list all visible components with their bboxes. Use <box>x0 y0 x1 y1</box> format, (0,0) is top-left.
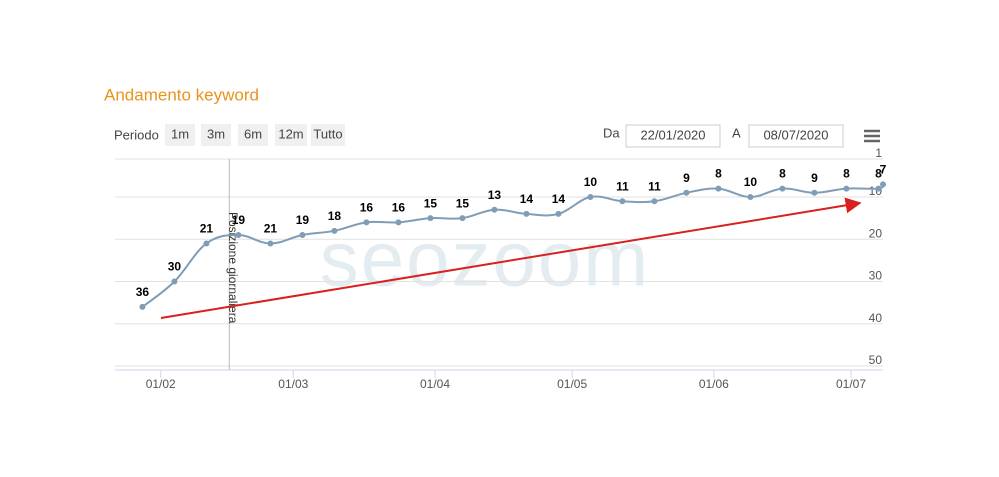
data-label: 21 <box>264 222 278 236</box>
point <box>683 189 690 196</box>
watermark: seozoom <box>320 215 651 303</box>
data-label: 13 <box>488 188 502 202</box>
point <box>715 185 722 192</box>
point <box>491 206 498 213</box>
data-label: 8 <box>779 167 786 181</box>
data-label: 8 <box>843 167 850 181</box>
y-tick-label: 50 <box>869 353 883 367</box>
y-tick-label: 30 <box>869 269 883 283</box>
y-tick-label: 20 <box>869 226 883 240</box>
data-label: 9 <box>683 171 690 185</box>
data-label: 36 <box>136 285 150 299</box>
from-input[interactable] <box>625 124 721 148</box>
data-label: 21 <box>200 222 214 236</box>
to-date: 08/07/2020 <box>763 127 828 142</box>
period-button[interactable] <box>275 124 307 146</box>
data-label: 11 <box>616 179 629 193</box>
period-button[interactable] <box>238 124 268 146</box>
y-tick-label: 1 <box>875 146 882 160</box>
data-label: 16 <box>360 201 374 215</box>
point <box>811 189 818 196</box>
data-label: 10 <box>584 175 598 189</box>
point <box>395 219 402 226</box>
point <box>651 198 658 205</box>
x-tick-label: 01/05 <box>557 377 587 391</box>
point <box>587 194 594 201</box>
point <box>880 181 886 188</box>
point <box>747 194 754 201</box>
data-label: 9 <box>811 171 818 185</box>
period-button-label: 12m <box>278 126 303 141</box>
period-button[interactable] <box>201 124 231 146</box>
data-label: 7 <box>880 163 887 177</box>
point <box>555 210 562 217</box>
period-button[interactable] <box>165 124 195 146</box>
point <box>139 303 146 310</box>
period-buttons: 1m 3m 6m 12m Tutto <box>165 124 345 146</box>
point <box>619 198 626 205</box>
point <box>267 240 274 247</box>
period-button-label: Tutto <box>313 126 342 141</box>
point <box>299 232 306 239</box>
point <box>875 185 882 192</box>
point <box>203 240 210 247</box>
x-tick-label: 01/07 <box>836 377 866 391</box>
period-button-label: 3m <box>207 126 225 141</box>
data-label: 19 <box>296 213 310 227</box>
period-button-label: 1m <box>171 126 189 141</box>
point <box>331 227 338 234</box>
period-button[interactable] <box>311 124 345 146</box>
data-label: 8 <box>715 167 722 181</box>
x-tick-label: 01/06 <box>699 377 729 391</box>
to-label: A <box>732 125 741 140</box>
period-label: Periodo <box>114 127 159 142</box>
data-label: 18 <box>328 209 342 223</box>
point <box>427 215 434 222</box>
menu-icon[interactable] <box>864 129 880 143</box>
data-label: 8 <box>875 167 882 181</box>
point <box>171 278 178 285</box>
data-label: 15 <box>424 196 438 210</box>
from-label: Da <box>603 125 620 140</box>
plot-line-label: Posizione giornaliera <box>226 212 240 324</box>
point <box>779 185 786 192</box>
trend-arrow <box>160 197 862 319</box>
point <box>523 210 530 217</box>
x-tick-label: 01/04 <box>420 377 450 391</box>
data-label: 30 <box>168 260 182 274</box>
from-date: 22/01/2020 <box>640 127 705 142</box>
x-tick-label: 01/02 <box>146 377 176 391</box>
data-label: 19 <box>232 213 246 227</box>
to-input[interactable] <box>748 124 844 148</box>
data-label: 15 <box>456 196 470 210</box>
data-label: 10 <box>744 175 758 189</box>
point <box>363 219 370 226</box>
data-label: 14 <box>520 192 534 206</box>
point <box>235 232 242 239</box>
plot: 1 10 20 30 40 50 01/02 01/03 01/04 01/05 01/06 01/0… <box>115 146 887 391</box>
data-label: 16 <box>392 201 406 215</box>
point <box>843 185 850 192</box>
point <box>459 215 466 222</box>
data-label: 11 <box>648 179 661 193</box>
y-tick-label: 40 <box>869 311 883 325</box>
title: Andamento keyword <box>104 85 259 104</box>
period-button-label: 6m <box>244 126 262 141</box>
data-label: 14 <box>552 192 566 206</box>
x-tick-label: 01/03 <box>278 377 308 391</box>
